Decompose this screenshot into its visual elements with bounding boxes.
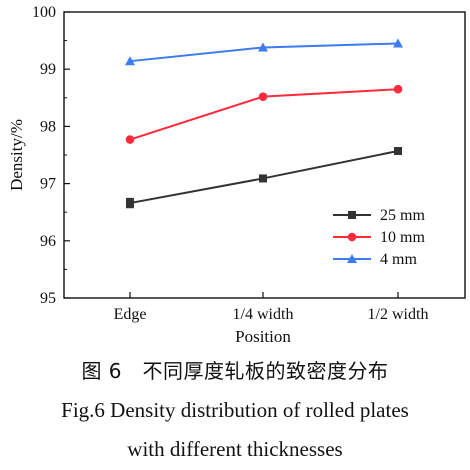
legend-label-0: 25 mm [380, 207, 425, 224]
legend-marker-0 [348, 211, 356, 219]
y-tick-label-95: 95 [40, 290, 56, 307]
series-1-point-0 [125, 135, 135, 144]
legend-label-1: 10 mm [380, 229, 425, 246]
y-axis-title: Density/% [7, 119, 26, 191]
caption-chinese: 图 6 不同厚度轧板的致密度分布 [81, 359, 389, 383]
series-0-point-2 [394, 146, 402, 155]
series-0-point-0 [126, 199, 134, 208]
y-tick-label-96: 96 [40, 233, 56, 250]
density-line-chart: 95 96 97 98 99 100 Edge 1/4 width 1/2 width Posit… [7, 4, 466, 346]
legend-marker-1 [347, 232, 357, 242]
series-1-point-2 [393, 84, 403, 94]
x-tick-label-2: 1/2 width [368, 306, 429, 323]
x-tick-label-1: 1/4 width [233, 306, 294, 323]
y-tick-label-97: 97 [40, 176, 56, 193]
series-2-point-2 [393, 38, 403, 48]
series-2-point-1 [258, 42, 268, 52]
y-tick-label-100: 100 [32, 4, 56, 21]
series-1-point-1 [258, 92, 268, 101]
series-2-point-0 [125, 56, 135, 66]
caption-english-line-1: Fig.6 Density distribution of rolled pla… [61, 398, 409, 422]
x-tick-label-0: Edge [114, 306, 147, 323]
legend-marker-2 [347, 254, 357, 263]
x-axis-title: Position [235, 327, 291, 346]
legend-label-2: 4 mm [380, 251, 417, 268]
series-0-point-1 [259, 174, 267, 183]
y-tick-label-98: 98 [40, 118, 56, 135]
caption-english-line-2: with different thicknesses [127, 437, 343, 461]
y-tick-label-99: 99 [40, 61, 56, 78]
